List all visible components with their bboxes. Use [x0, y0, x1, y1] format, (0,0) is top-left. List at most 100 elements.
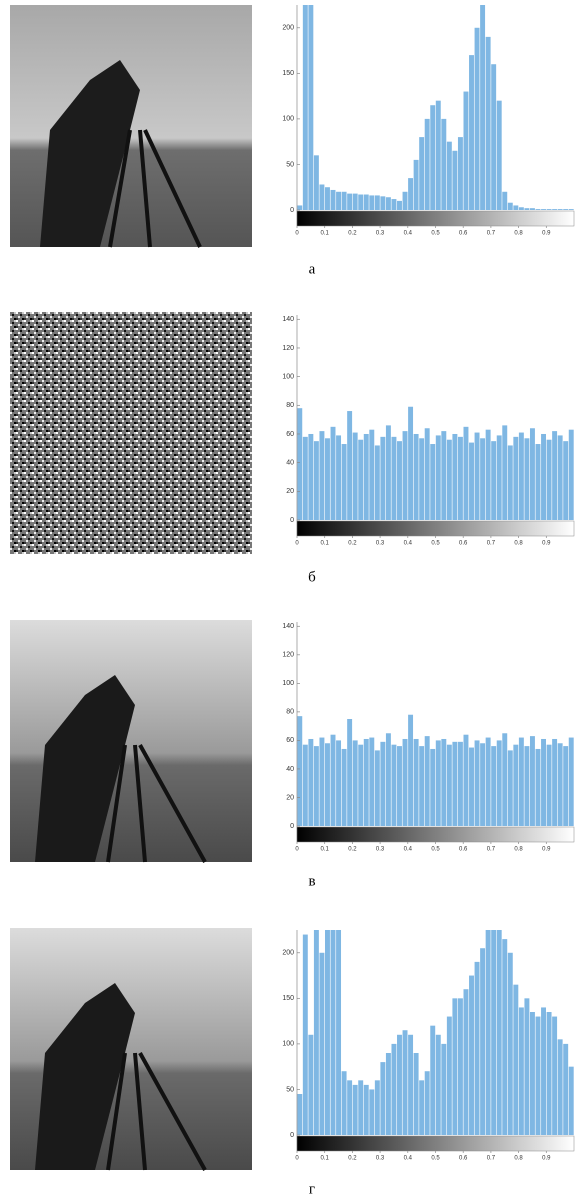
bar: [341, 748, 347, 826]
bar: [441, 118, 447, 210]
x-tick-label: 0.4: [404, 541, 413, 547]
photo: [10, 5, 252, 248]
bar: [330, 426, 336, 520]
bar: [513, 984, 519, 1135]
x-tick-label: 0.1: [321, 231, 330, 237]
bar: [380, 196, 386, 210]
bar: [474, 961, 480, 1135]
bar: [363, 738, 369, 826]
y-tick-label: 100: [282, 116, 294, 123]
x-tick-label: 0.5: [431, 1156, 440, 1162]
bar: [496, 930, 502, 1135]
x-tick-label: 0.2: [348, 541, 357, 547]
bar: [452, 998, 458, 1135]
y-tick-label: 60: [286, 431, 294, 438]
bar: [529, 428, 535, 520]
bar: [297, 408, 303, 520]
bar: [435, 740, 441, 826]
bar: [391, 744, 397, 826]
bar: [363, 433, 369, 520]
bar: [463, 91, 469, 210]
bar: [552, 431, 558, 520]
bar: [541, 1007, 546, 1135]
bar: [568, 209, 574, 210]
bar: [302, 744, 308, 826]
bar: [502, 939, 508, 1135]
y-tick-label: 100: [282, 373, 294, 380]
bar: [352, 740, 358, 826]
bar: [452, 741, 458, 826]
bar: [552, 1016, 558, 1135]
y-tick-label: 0: [290, 207, 294, 214]
x-tick-label: 0.7: [487, 847, 496, 853]
x-tick-label: 0.3: [376, 541, 385, 547]
x-tick-label: 0.9: [542, 1156, 551, 1162]
bar: [485, 36, 491, 211]
bar: [325, 743, 330, 826]
bar: [430, 748, 436, 826]
bar: [507, 202, 513, 210]
bar: [308, 433, 314, 520]
bar: [341, 444, 347, 520]
bar: [413, 738, 419, 826]
bar: [413, 1053, 419, 1135]
x-tick-label: 0.8: [514, 847, 523, 853]
bar: [535, 1016, 541, 1135]
x-tick-label: 0.9: [542, 541, 551, 547]
x-tick-label: 0.3: [376, 847, 385, 853]
bar: [391, 199, 397, 210]
bar: [491, 930, 497, 1135]
bar: [524, 208, 530, 210]
bar: [524, 746, 530, 826]
bar: [513, 744, 519, 826]
bar: [319, 737, 325, 826]
bar: [446, 1016, 452, 1135]
bar: [546, 439, 552, 520]
bar: [469, 442, 474, 520]
bar: [441, 431, 447, 520]
caption: а: [309, 261, 316, 277]
y-tick-label: 20: [286, 794, 294, 801]
x-tick-label: 0.1: [321, 1156, 330, 1162]
bar: [341, 1071, 347, 1135]
bar: [297, 716, 303, 826]
bar: [352, 193, 358, 210]
y-tick-label: 0: [290, 823, 294, 830]
bar: [474, 740, 480, 826]
bar: [313, 930, 319, 1135]
y-tick-label: 50: [286, 161, 294, 168]
bar: [325, 438, 330, 520]
bar: [308, 5, 314, 210]
bar: [297, 205, 303, 210]
bar: [369, 195, 375, 210]
bar: [457, 741, 463, 826]
x-tick-label: 0.6: [459, 231, 468, 237]
bar: [568, 737, 574, 826]
x-tick-label: 0.4: [404, 847, 413, 853]
bar: [552, 738, 558, 826]
bar: [369, 429, 375, 520]
bar: [347, 719, 353, 826]
y-tick-label: 80: [286, 709, 294, 716]
y-tick-label: 120: [282, 345, 294, 352]
bar: [385, 425, 391, 520]
bar: [313, 441, 319, 520]
bar: [424, 428, 430, 520]
bar: [529, 736, 535, 826]
bar: [363, 1084, 369, 1135]
bar: [419, 438, 425, 520]
bar: [402, 1030, 408, 1135]
bar: [463, 426, 469, 520]
bar: [380, 436, 386, 520]
bar: [352, 432, 358, 520]
bar: [374, 445, 380, 520]
x-tick-label: 0: [295, 1156, 299, 1162]
bar: [402, 191, 408, 210]
bar: [563, 209, 569, 210]
bar: [502, 191, 508, 210]
bar: [435, 100, 441, 210]
bar: [529, 1012, 535, 1135]
bar: [496, 100, 502, 210]
bar: [474, 432, 480, 520]
y-tick-label: 140: [282, 623, 294, 630]
